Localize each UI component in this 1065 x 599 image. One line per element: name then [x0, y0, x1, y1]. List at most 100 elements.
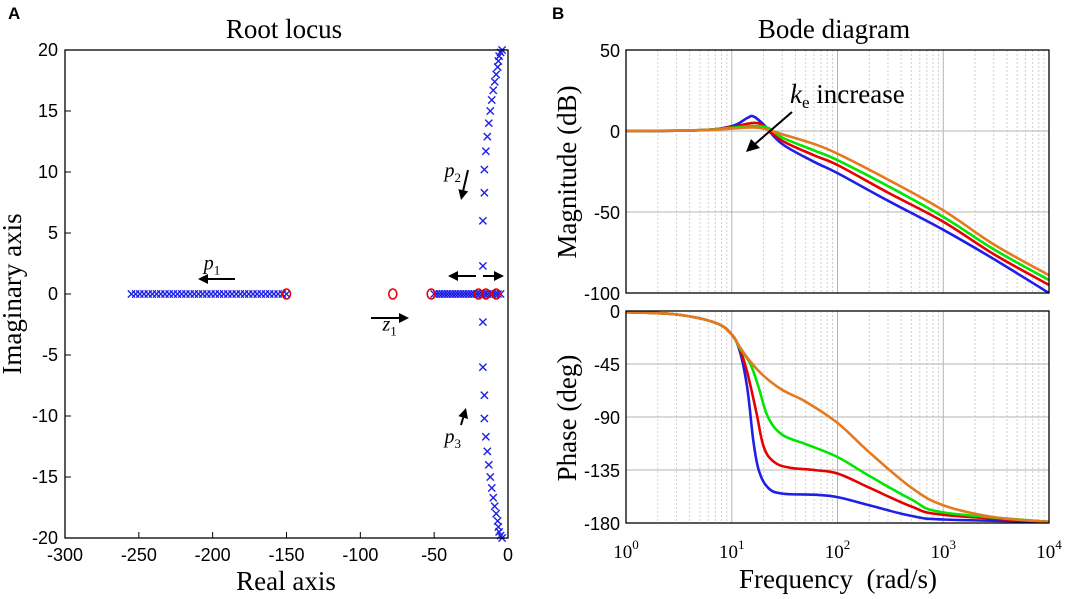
ytick-label: -100: [584, 284, 620, 304]
z1-arrow: [371, 313, 409, 323]
ytick-label: -45: [594, 355, 620, 375]
ke-subscript: e: [802, 93, 810, 112]
p3-label-subscript: 3: [455, 436, 462, 451]
rl-xtick-label: -150: [268, 545, 304, 565]
z1-label-subscript: 1: [390, 324, 397, 339]
rl-ytick-label: -10: [32, 406, 58, 426]
zero-marker: [388, 288, 398, 300]
magnitude-grid: [626, 49, 1049, 294]
bode-title: Bode diagram: [758, 14, 910, 44]
phase-line-orange: [625, 310, 1050, 524]
rl-xtick-label: -100: [342, 545, 378, 565]
p2-label: p2: [443, 160, 462, 185]
pole-marker: [480, 391, 489, 400]
bode-xlabel: Frequency (rad/s): [739, 564, 937, 594]
zero-marker: [426, 288, 437, 300]
pole-marker: [481, 147, 490, 156]
arrow-head: [399, 313, 409, 323]
root-locus-xlabel: Real axis: [236, 566, 336, 596]
phase-lines: [625, 310, 1050, 524]
xtick-label: 101: [719, 537, 745, 563]
p1-label: p1: [202, 253, 221, 278]
ke-increase-text: increase: [810, 79, 905, 109]
arrow-head: [458, 189, 469, 200]
pole-marker: [480, 188, 489, 197]
rl-ytick-label: 5: [48, 223, 58, 243]
xtick-exponent: 3: [950, 537, 957, 552]
pole-marker: [478, 317, 487, 327]
rl-ytick-label: 0: [48, 284, 58, 304]
pole-marker: [486, 106, 495, 116]
rl-xtick-label: -50: [421, 545, 447, 565]
xtick-base: 10: [825, 542, 844, 563]
rl-ytick-label: 15: [38, 101, 58, 121]
xtick-exponent: 2: [844, 537, 851, 552]
ke-increase-annotation: ke increase: [790, 79, 905, 112]
pole-marker: [282, 289, 291, 299]
p3-arrow: [458, 408, 468, 426]
rl-ytick-label: 10: [38, 162, 58, 182]
xtick-base: 10: [719, 542, 738, 563]
ytick-label: 0: [610, 302, 620, 322]
pole-marker: [480, 165, 489, 174]
rl-xtick-label: -300: [47, 545, 83, 565]
root-locus-ylabel: Imaginary axis: [0, 213, 27, 374]
ytick-label: 50: [600, 41, 620, 61]
xtick-base: 10: [1036, 542, 1055, 563]
pole-marker: [490, 502, 499, 511]
ke-symbol: k: [790, 79, 803, 109]
zero-marker: [491, 288, 501, 300]
magnitude-ylabel: Magnitude (dB): [552, 85, 582, 258]
pole-marker: [490, 77, 499, 86]
phase-ticks: 0 -45 -90 -135 -180: [584, 302, 620, 534]
magnitude-lines: [625, 114, 1050, 295]
phase-frame: [625, 310, 1050, 524]
rl-ytick-label: -20: [32, 528, 58, 548]
pole-marker: [487, 483, 496, 493]
ytick-label: -135: [584, 461, 620, 481]
pole-marker: [484, 119, 493, 128]
xtick-label: 100: [613, 537, 639, 563]
pole-marker: [480, 414, 489, 423]
p3-label-symbol: p: [443, 426, 455, 448]
xtick-label: 102: [825, 537, 851, 563]
pole-marker: [483, 132, 492, 141]
rl-xtick-label: -250: [121, 545, 157, 565]
cluster-right-arrow: [483, 271, 504, 281]
pole-marker: [487, 95, 496, 105]
rl-xtick-label: -200: [195, 545, 231, 565]
magnitude-line-orange: [625, 126, 1050, 277]
arrow-head: [448, 271, 458, 281]
p1-label-subscript: 1: [214, 263, 221, 278]
xtick-label: 103: [931, 537, 957, 563]
ytick-label: 0: [610, 122, 620, 142]
pole-marker: [483, 447, 492, 456]
ke-arrow: [746, 111, 793, 152]
root-locus-title: Root locus: [226, 14, 342, 44]
p2-arrow: [458, 169, 469, 200]
rl-ytick-label: -5: [42, 345, 58, 365]
pole-marker: [492, 70, 501, 79]
panel-b-letter: B: [552, 4, 564, 23]
pole-marker: [489, 493, 498, 502]
root-locus-frame: [64, 49, 509, 539]
pole-marker: [489, 86, 498, 95]
ytick-label: -180: [584, 514, 620, 534]
arrow-shaft: [462, 169, 469, 191]
pole-marker: [486, 472, 495, 482]
phase-ylabel: Phase (deg): [552, 355, 582, 482]
zero-marker: [481, 288, 491, 300]
arrow-head: [198, 274, 208, 284]
xtick-base: 10: [613, 542, 632, 563]
root-locus-annotations: p1 p2 p3 z1: [198, 160, 504, 451]
phase-grid: [626, 310, 1049, 524]
panel-a-letter: A: [8, 4, 20, 23]
rl-xtick-label: 0: [503, 545, 513, 565]
pole-marker: [481, 432, 490, 441]
rl-ytick-label: -15: [32, 467, 58, 487]
z1-label: z1: [381, 314, 396, 339]
ytick-label: -90: [594, 408, 620, 428]
xtick-exponent: 1: [738, 537, 745, 552]
arrow-head: [458, 408, 468, 420]
